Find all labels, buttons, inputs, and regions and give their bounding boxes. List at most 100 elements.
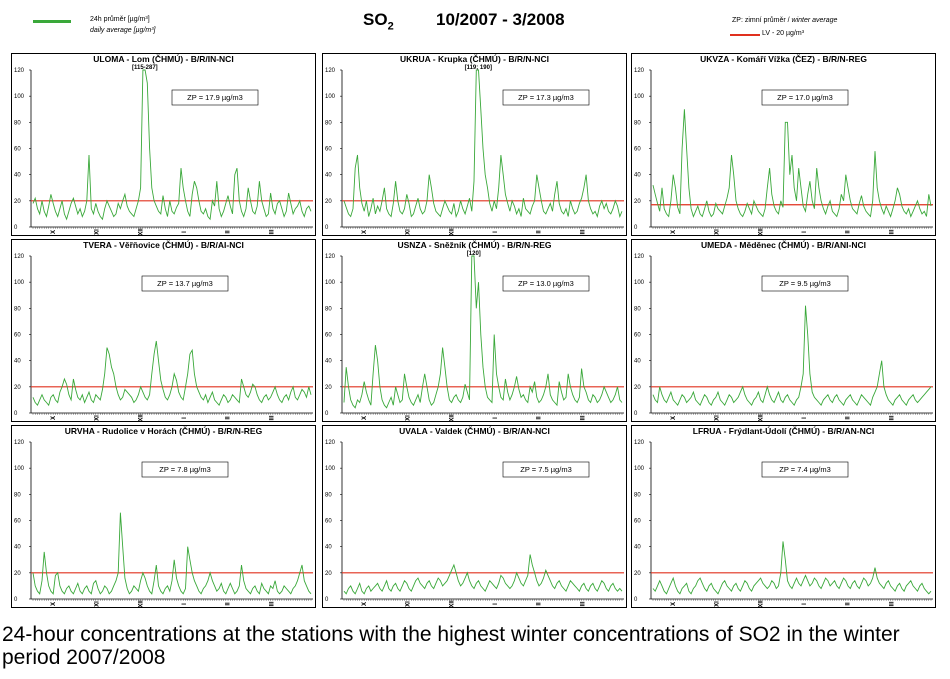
x-tick-label: I [802, 417, 808, 419]
y-tick-label: 60 [325, 519, 332, 525]
y-tick-label: 100 [325, 280, 336, 286]
title-period: 10/2007 - 3/2008 [436, 10, 565, 29]
x-tick-label: XII [138, 414, 144, 421]
x-tick-label: XII [449, 228, 455, 235]
y-tick-label: 100 [14, 280, 25, 286]
x-tick-label: II [226, 230, 232, 234]
chart-svg: ULOMA - Lom (ČHMÚ) - B/R/IN-NCI 0 20 40 60 80… [14, 54, 313, 235]
legend-daily-en: daily average [µg/m³] [90, 27, 156, 34]
winter-average-box [502, 275, 590, 292]
chart-title: UKVZA - Komáří Vížka (ČEZ) - B/R/N-REG [700, 54, 867, 64]
chart-panel: UVALA - Valdek (ČHMÚ) - B/R/AN-NCI 0 20 40 6… [322, 425, 627, 608]
y-tick-label: 0 [14, 411, 18, 417]
x-tick-label: X [362, 416, 368, 420]
y-tick-label: 20 [325, 385, 332, 391]
y-tick-label: 20 [325, 199, 332, 205]
x-tick-label: II [846, 416, 852, 420]
winter-average-label: ZP = 7.8 µg/m3 [159, 465, 211, 474]
y-tick-label: 120 [14, 254, 25, 260]
x-tick-label: X [51, 416, 57, 420]
y-tick-label: 60 [14, 333, 21, 339]
daily-series-line [32, 69, 312, 221]
chart-panel: TVERA - Věřňovice (ČHMÚ) - B/R/AI-NCI 0 20… [11, 239, 316, 422]
x-tick-label: III [580, 415, 586, 420]
y-tick-label: 20 [14, 571, 21, 577]
x-tick-label: XI [715, 601, 721, 607]
y-tick-label: 120 [14, 440, 25, 446]
y-tick-label: 20 [634, 571, 641, 577]
legend-daily-swatch [33, 20, 71, 23]
x-tick-label: II [226, 416, 232, 420]
x-tick-label: I [802, 603, 808, 605]
x-tick-label: X [362, 602, 368, 606]
header: 24h průměr [µg/m³] daily average [µg/m³]… [0, 0, 950, 52]
winter-average-box [502, 89, 590, 106]
y-tick-label: 80 [14, 306, 21, 312]
x-tick-label: II [226, 602, 232, 606]
x-tick-label: XI [406, 415, 412, 421]
x-tick-label: III [269, 415, 275, 420]
chart-panel: UKRUA - Krupka (ČHMÚ) - B/R/N-NCI 0 20 40 60… [322, 53, 627, 236]
x-tick-label: XI [95, 415, 101, 421]
x-tick-label: II [537, 416, 543, 420]
y-tick-label: 20 [634, 199, 641, 205]
x-tick-label: III [580, 601, 586, 606]
x-tick-label: XII [449, 600, 455, 607]
y-tick-label: 120 [634, 68, 645, 74]
chart-title: USNZA - Sněžník (ČHMÚ) - B/R/N-REG [397, 240, 551, 250]
y-tick-label: 100 [634, 466, 645, 472]
chart-panel: LFRUA - Frýdlant-Údolí (ČHMÚ) - B/R/AN-N… [631, 425, 936, 608]
x-tick-label: X [51, 602, 57, 606]
chart-svg: UKRUA - Krupka (ČHMÚ) - B/R/N-NCI 0 20 40 60… [325, 54, 624, 235]
winter-average-label: ZP = 7.5 µg/m3 [520, 465, 572, 474]
y-tick-label: 60 [14, 147, 21, 153]
y-tick-label: 40 [325, 359, 332, 365]
y-tick-label: 40 [14, 359, 21, 365]
chart-panel: URVHA - Rudolice v Horách (ČHMÚ) - B/R/N… [11, 425, 316, 608]
y-tick-label: 100 [325, 94, 336, 100]
x-tick-label: XII [449, 414, 455, 421]
x-tick-label: I [802, 231, 808, 233]
winter-average-box [761, 461, 849, 478]
title-species: SO2 [363, 10, 394, 33]
chart-title: UMEDA - Měděnec (ČHMÚ) - B/R/ANI-NCI [701, 240, 866, 250]
y-tick-label: 120 [325, 254, 336, 260]
daily-series-line [343, 255, 623, 409]
y-tick-label: 80 [325, 120, 332, 126]
winter-average-label: ZP = 9.5 µg/m3 [779, 279, 831, 288]
x-tick-label: III [269, 601, 275, 606]
y-tick-label: 40 [634, 359, 641, 365]
x-tick-label: XII [758, 414, 764, 421]
x-tick-label: III [889, 601, 895, 606]
x-tick-label: XI [95, 601, 101, 607]
y-tick-label: 0 [14, 597, 18, 603]
peak-label: [119; 190] [465, 65, 492, 71]
y-tick-label: 40 [634, 173, 641, 179]
winter-average-label: ZP = 7.4 µg/m3 [779, 465, 831, 474]
chart-title: URVHA - Rudolice v Horách (ČHMÚ) - B/R/N… [65, 426, 263, 436]
y-tick-label: 120 [14, 68, 25, 74]
winter-average-box [502, 461, 590, 478]
y-tick-label: 40 [14, 545, 21, 551]
x-tick-label: I [182, 231, 188, 233]
x-tick-label: I [493, 417, 499, 419]
x-tick-label: III [269, 229, 275, 234]
winter-average-box [141, 275, 229, 292]
chart-title: UKRUA - Krupka (ČHMÚ) - B/R/N-NCI [400, 54, 549, 64]
y-tick-label: 60 [325, 147, 332, 153]
y-tick-label: 40 [325, 545, 332, 551]
x-tick-label: X [671, 230, 677, 234]
y-tick-label: 120 [325, 68, 336, 74]
y-tick-label: 0 [325, 225, 329, 231]
y-tick-label: 100 [325, 466, 336, 472]
y-tick-label: 80 [634, 120, 641, 126]
y-tick-label: 120 [634, 254, 645, 260]
y-tick-label: 80 [14, 492, 21, 498]
x-tick-label: XI [95, 229, 101, 235]
y-tick-label: 0 [634, 225, 638, 231]
y-tick-label: 40 [325, 173, 332, 179]
x-tick-label: X [51, 230, 57, 234]
x-tick-label: I [493, 603, 499, 605]
y-tick-label: 0 [325, 597, 329, 603]
daily-series-line [652, 305, 932, 407]
